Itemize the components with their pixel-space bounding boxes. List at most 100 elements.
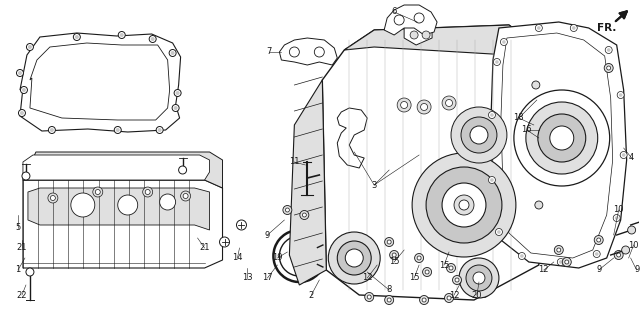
Circle shape xyxy=(173,106,178,110)
Circle shape xyxy=(426,167,502,243)
Text: 2: 2 xyxy=(308,290,314,300)
Text: 15: 15 xyxy=(409,274,419,283)
Text: 18: 18 xyxy=(513,114,524,122)
Circle shape xyxy=(71,193,95,217)
Circle shape xyxy=(613,214,620,222)
Circle shape xyxy=(328,232,380,284)
Circle shape xyxy=(535,201,543,209)
Circle shape xyxy=(387,240,391,244)
Circle shape xyxy=(412,153,516,257)
Circle shape xyxy=(116,128,120,132)
Circle shape xyxy=(617,91,624,99)
Circle shape xyxy=(538,114,586,162)
Polygon shape xyxy=(404,27,432,45)
Circle shape xyxy=(520,254,524,258)
Circle shape xyxy=(394,15,404,25)
Circle shape xyxy=(302,213,307,217)
Polygon shape xyxy=(289,80,326,285)
Circle shape xyxy=(518,253,525,259)
Circle shape xyxy=(183,193,188,198)
Circle shape xyxy=(532,81,540,89)
Circle shape xyxy=(559,260,563,264)
Circle shape xyxy=(535,24,542,32)
Circle shape xyxy=(20,111,24,115)
Circle shape xyxy=(420,104,428,110)
Circle shape xyxy=(175,91,180,95)
Circle shape xyxy=(449,266,453,270)
Text: 7: 7 xyxy=(267,48,272,57)
Circle shape xyxy=(415,254,424,263)
Circle shape xyxy=(174,90,181,96)
Polygon shape xyxy=(337,108,367,168)
Polygon shape xyxy=(23,152,223,188)
Text: 9: 9 xyxy=(634,265,639,275)
Circle shape xyxy=(422,31,430,39)
Circle shape xyxy=(425,270,429,274)
Circle shape xyxy=(500,38,508,45)
Circle shape xyxy=(596,238,601,242)
Text: 14: 14 xyxy=(232,254,243,263)
Polygon shape xyxy=(384,5,437,35)
Circle shape xyxy=(150,37,155,41)
Circle shape xyxy=(461,117,497,153)
Circle shape xyxy=(20,86,28,94)
Text: 1: 1 xyxy=(15,265,20,275)
Circle shape xyxy=(514,90,610,186)
Circle shape xyxy=(594,235,604,244)
Text: 19: 19 xyxy=(272,254,283,263)
Polygon shape xyxy=(491,22,627,268)
Text: 21: 21 xyxy=(17,244,28,253)
Circle shape xyxy=(495,60,499,64)
Text: 20: 20 xyxy=(472,290,482,300)
Circle shape xyxy=(595,252,598,256)
Text: 12: 12 xyxy=(449,290,460,300)
Circle shape xyxy=(50,128,54,132)
Circle shape xyxy=(455,278,459,282)
Polygon shape xyxy=(30,43,170,120)
Circle shape xyxy=(115,126,121,134)
Circle shape xyxy=(180,191,191,201)
Circle shape xyxy=(526,102,598,174)
Circle shape xyxy=(422,268,431,276)
Circle shape xyxy=(417,256,421,260)
Polygon shape xyxy=(344,25,534,55)
Circle shape xyxy=(490,178,493,182)
Circle shape xyxy=(490,113,493,117)
Circle shape xyxy=(392,253,396,257)
Text: 6: 6 xyxy=(392,8,397,17)
Circle shape xyxy=(18,71,22,75)
Circle shape xyxy=(628,226,636,234)
Circle shape xyxy=(410,31,418,39)
Circle shape xyxy=(605,47,612,54)
Circle shape xyxy=(300,211,309,219)
Circle shape xyxy=(454,195,474,215)
Circle shape xyxy=(337,241,371,275)
Circle shape xyxy=(617,253,621,257)
Text: 13: 13 xyxy=(242,274,253,283)
Circle shape xyxy=(289,47,300,57)
Circle shape xyxy=(538,141,546,149)
Text: 17: 17 xyxy=(262,274,273,283)
Text: 3: 3 xyxy=(371,181,377,189)
Circle shape xyxy=(414,13,424,23)
Circle shape xyxy=(564,260,569,264)
Circle shape xyxy=(622,153,625,157)
Circle shape xyxy=(488,111,495,119)
Circle shape xyxy=(51,196,56,201)
Circle shape xyxy=(283,206,292,214)
Polygon shape xyxy=(23,155,209,180)
Circle shape xyxy=(156,126,163,134)
Circle shape xyxy=(607,66,611,70)
Circle shape xyxy=(118,195,138,215)
Circle shape xyxy=(459,200,469,210)
Text: 8: 8 xyxy=(387,285,392,295)
Circle shape xyxy=(420,295,429,305)
Circle shape xyxy=(537,26,541,30)
Circle shape xyxy=(26,44,33,50)
Circle shape xyxy=(488,177,495,183)
Circle shape xyxy=(497,230,500,234)
Text: FR.: FR. xyxy=(597,23,616,33)
Circle shape xyxy=(19,110,26,116)
Circle shape xyxy=(451,107,507,163)
Circle shape xyxy=(149,35,156,43)
